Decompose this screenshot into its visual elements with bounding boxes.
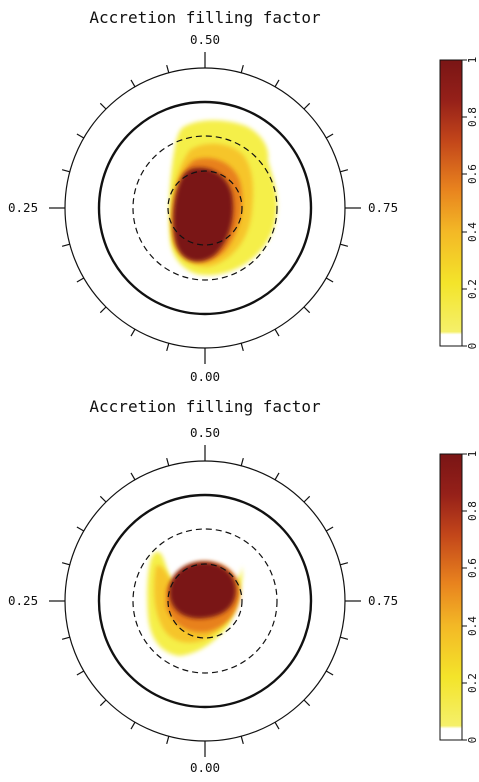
colorbar-tick-label: 0.2 [466,673,479,693]
polar-frame [49,52,361,364]
colorbar: 0 0.2 0.4 0.6 0.8 1 [439,57,479,350]
equator-circle [97,493,313,709]
colorbar-ticks [462,453,467,741]
latitude-circle-outer [132,135,278,281]
phase-label-top: 0.50 [190,32,220,47]
accretion-map [169,120,278,276]
colorbar-scale [439,59,463,347]
panel-title: Accretion filling factor [89,397,321,416]
colorbar: 0 0.2 0.4 0.6 0.8 1 [439,451,479,744]
colorbar-tick-label: 0.6 [466,558,479,578]
colorbar-tick-label: 1 [466,57,479,64]
colorbar-scale [439,453,463,741]
panel-bottom: Accretion filling factor [8,397,479,775]
phase-label-right: 0.75 [368,593,398,608]
accretion-map [147,551,243,656]
latitude-circle-inner [167,170,243,246]
colorbar-tick-label: 0.4 [466,616,479,636]
colorbar-tick-label: 0.2 [466,279,479,299]
colorbar-tick-label: 0.8 [466,501,479,521]
phase-label-right: 0.75 [368,200,398,215]
colorbar-tick-label: 0.6 [466,164,479,184]
colorbar-tick-label: 0 [466,343,479,350]
panel-top: Accretion filling factor [8,8,479,384]
phase-ticks [49,445,361,757]
phase-label-left: 0.25 [8,200,38,215]
accretion-region-high [169,562,236,619]
phase-label-left: 0.25 [8,593,38,608]
panel-title: Accretion filling factor [89,8,321,27]
colorbar-tick-label: 0.8 [466,107,479,127]
phase-label-bottom: 0.00 [190,369,220,384]
colorbar-tick-label: 0 [466,737,479,744]
accretion-region-high [173,167,234,262]
phase-label-top: 0.50 [190,425,220,440]
colorbar-tick-label: 0.4 [466,222,479,242]
equator-circle [97,100,313,316]
latitude-circle-inner [167,563,243,639]
phase-label-bottom: 0.00 [190,760,220,775]
latitude-circle-outer [132,528,278,674]
colorbar-ticks [462,59,467,347]
polar-frame [49,445,361,757]
colorbar-tick-label: 1 [466,451,479,458]
phase-ticks [49,52,361,364]
